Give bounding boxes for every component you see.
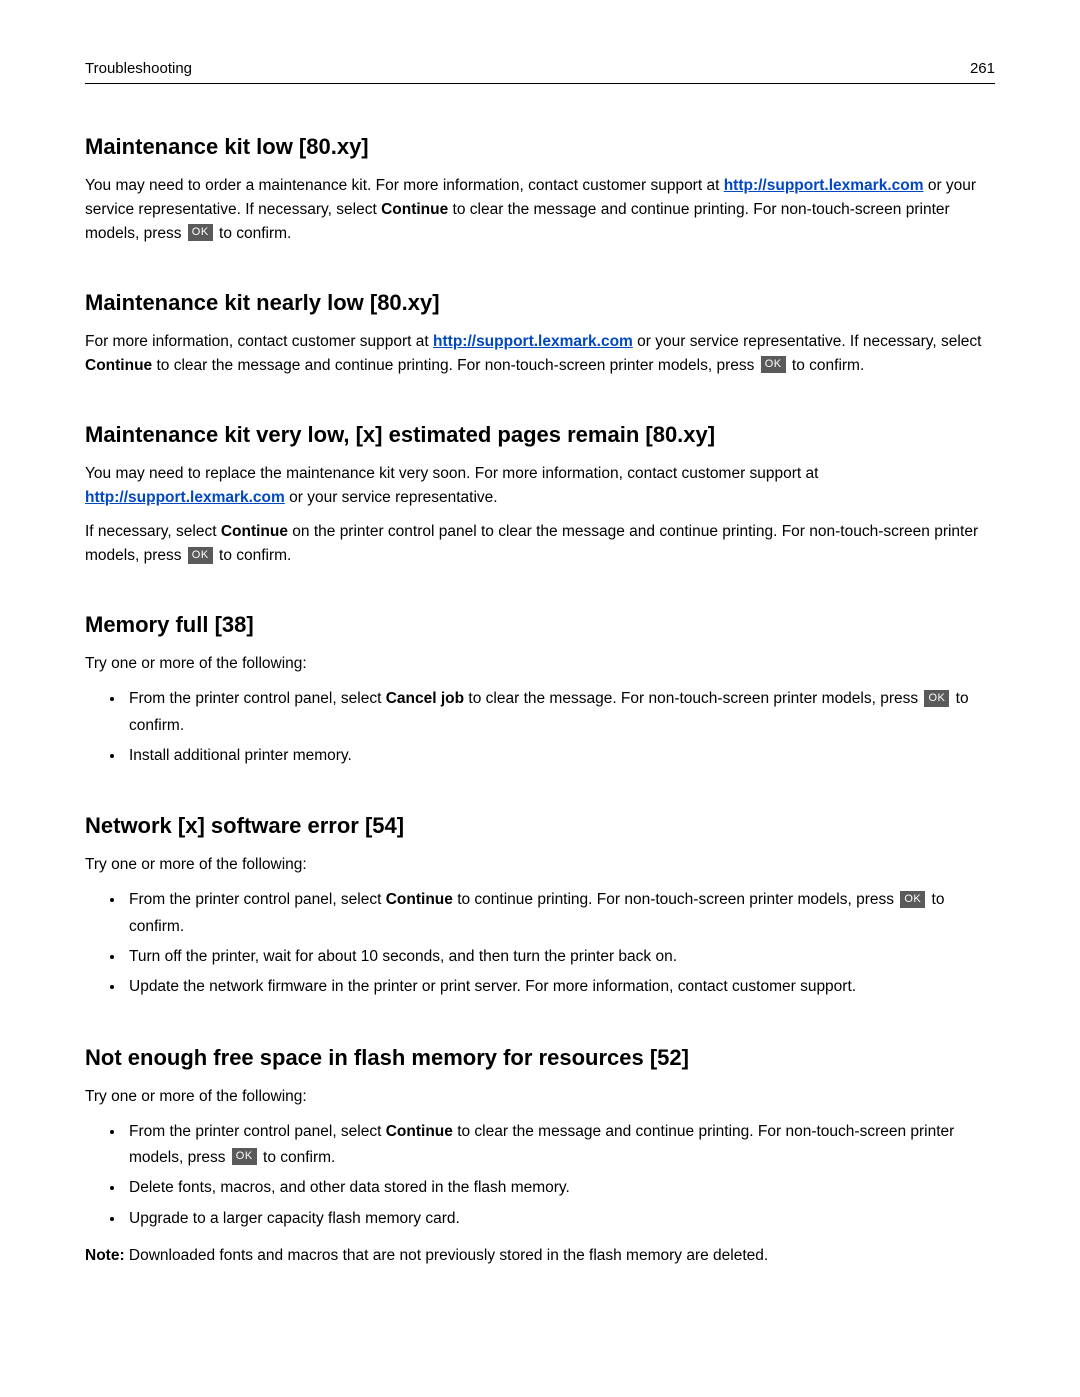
heading: Network [x] software error [54] [85,813,995,839]
ok-button-icon: OK [188,547,213,564]
bold-continue: Continue [221,523,288,540]
text: to confirm. [259,1149,336,1166]
text: From the printer control panel, select [129,690,386,707]
heading: Memory full [38] [85,612,995,638]
text: You may need to replace the maintenance … [85,465,818,482]
ok-button-icon: OK [924,690,949,707]
note-label: Note: [85,1247,125,1264]
text: to continue printing. For non-touch-scre… [453,891,898,908]
intro: Try one or more of the following: [85,652,995,676]
heading: Maintenance kit nearly low [80.xy] [85,290,995,316]
bullet-list: From the printer control panel, select C… [85,887,995,1000]
bold-continue: Continue [381,201,448,218]
heading: Maintenance kit very low, [x] estimated … [85,422,995,448]
bold-continue: Continue [386,891,453,908]
paragraph: For more information, contact customer s… [85,330,995,378]
section-flash-memory: Not enough free space in flash memory fo… [85,1045,995,1268]
text: For more information, contact customer s… [85,333,433,350]
ok-button-icon: OK [761,356,786,373]
list-item: Delete fonts, macros, and other data sto… [125,1175,995,1201]
note-text: Downloaded fonts and macros that are not… [125,1247,769,1264]
text: to confirm. [215,225,292,242]
section-network-software-error: Network [x] software error [54] Try one … [85,813,995,1000]
list-item: From the printer control panel, select C… [125,1119,995,1172]
note: Note: Downloaded fonts and macros that a… [85,1244,995,1268]
list-item: From the printer control panel, select C… [125,686,995,739]
list-item: Turn off the printer, wait for about 10 … [125,944,995,970]
page-header: Troubleshooting 261 [85,60,995,84]
section-memory-full: Memory full [38] Try one or more of the … [85,612,995,769]
list-item: Upgrade to a larger capacity flash memor… [125,1206,995,1232]
section-maintenance-kit-low: Maintenance kit low [80.xy] You may need… [85,134,995,246]
text: to clear the message. For non-touch-scre… [464,690,922,707]
document-page: Troubleshooting 261 Maintenance kit low … [0,0,1080,1352]
paragraph: You may need to order a maintenance kit.… [85,174,995,246]
support-link[interactable]: http://support.lexmark.com [433,333,633,350]
header-page-number: 261 [970,60,995,77]
intro: Try one or more of the following: [85,853,995,877]
bold-continue: Continue [386,1123,453,1140]
text: From the printer control panel, select [129,1123,386,1140]
text: You may need to order a maintenance kit.… [85,177,724,194]
section-maintenance-kit-very-low: Maintenance kit very low, [x] estimated … [85,422,995,568]
list-item: Update the network firmware in the print… [125,974,995,1000]
bullet-list: From the printer control panel, select C… [85,686,995,769]
list-item: From the printer control panel, select C… [125,887,995,940]
section-maintenance-kit-nearly-low: Maintenance kit nearly low [80.xy] For m… [85,290,995,378]
text: to confirm. [215,547,292,564]
bold-continue: Continue [85,357,152,374]
bold-cancel-job: Cancel job [386,690,464,707]
text: If necessary, select [85,523,221,540]
paragraph: You may need to replace the maintenance … [85,462,995,510]
text: or your service representative. If neces… [633,333,982,350]
support-link[interactable]: http://support.lexmark.com [85,489,285,506]
text: to confirm. [788,357,865,374]
ok-button-icon: OK [188,224,213,241]
text: From the printer control panel, select [129,891,386,908]
heading: Not enough free space in flash memory fo… [85,1045,995,1071]
heading: Maintenance kit low [80.xy] [85,134,995,160]
ok-button-icon: OK [232,1148,257,1165]
ok-button-icon: OK [900,891,925,908]
paragraph: If necessary, select Continue on the pri… [85,520,995,568]
support-link[interactable]: http://support.lexmark.com [724,177,924,194]
bullet-list: From the printer control panel, select C… [85,1119,995,1232]
list-item: Install additional printer memory. [125,743,995,769]
text: or your service representative. [285,489,498,506]
header-section: Troubleshooting [85,60,192,77]
text: to clear the message and continue printi… [152,357,759,374]
intro: Try one or more of the following: [85,1085,995,1109]
